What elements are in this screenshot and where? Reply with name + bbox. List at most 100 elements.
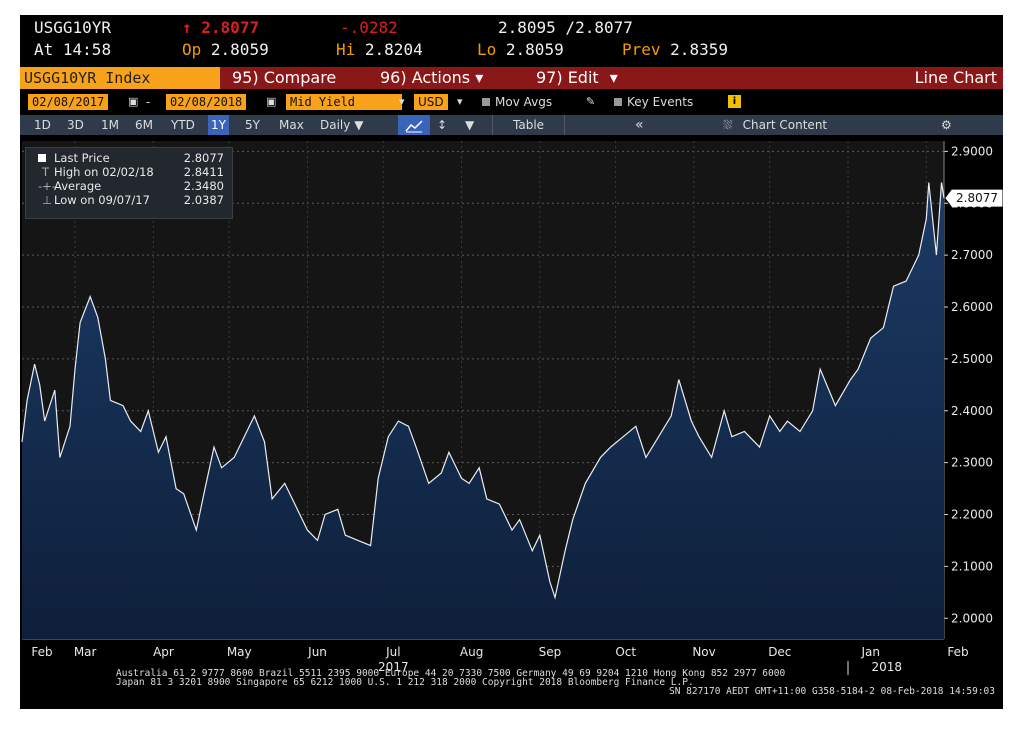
control-bar: 02/08/2017 ▣ - 02/08/2018 ▣ Mid Yield ▾ … [20, 91, 1003, 113]
tab-3d[interactable]: 3D [67, 118, 84, 132]
dropdown-arrow-icon[interactable]: ▾ [399, 95, 405, 108]
edit-label: 97) Edit [536, 68, 599, 87]
x-tick-label: Mar [74, 645, 97, 659]
last-price: ↑ 2.8077 [182, 18, 259, 37]
legend-average: -+- Average 2.3480 [26, 179, 230, 193]
time-label: At [34, 40, 54, 59]
tab-6m[interactable]: 6M [135, 118, 153, 132]
chart-content-button[interactable]: ⛆ Chart Content [720, 115, 830, 135]
collapse-icon[interactable]: « [635, 117, 644, 133]
dropdown-arrow-icon[interactable]: ▼ [465, 118, 475, 132]
prev-row: Prev 2.8359 [622, 40, 728, 59]
x-tick-label: Jan [860, 645, 880, 659]
x-tick-label: Feb [947, 645, 968, 659]
actions-button[interactable]: 96) Actions ▾ [380, 67, 483, 89]
tab-max[interactable]: Max [279, 118, 304, 132]
legend-value: 2.8411 [183, 165, 224, 179]
x-tick-label: Aug [460, 645, 483, 659]
caret-down-icon: ▾ [609, 68, 618, 87]
footer-session: SN 827170 AEDT GMT+11:00 G358-5184-2 08-… [668, 686, 995, 697]
y-tick-label: 2.1000 [951, 559, 993, 573]
x-tick-label: May [227, 645, 252, 659]
end-date-field[interactable]: 02/08/2018 [166, 94, 247, 110]
tab-5y[interactable]: 5Y [245, 118, 260, 132]
y-tick-label: 2.4000 [951, 404, 993, 418]
year-label: 2018 [871, 660, 902, 674]
chart-view-label[interactable]: Line Chart [914, 68, 997, 87]
ticker-field[interactable]: USGG10YR Index [20, 67, 220, 89]
start-date-field[interactable]: 02/08/2017 [28, 94, 109, 110]
net-change: -.0282 [340, 18, 398, 37]
legend-key: Average [54, 179, 102, 193]
mov-avgs-label: Mov Avgs [495, 95, 553, 109]
line-chart: 2.0000 2.1000 2.2000 2.3000 2.4000 2.5000 2.60… [20, 135, 1003, 709]
info-icon[interactable]: i [728, 95, 741, 108]
legend-value: 2.0387 [183, 193, 224, 207]
command-bar: USGG10YR Index 95) Compare 96) Actions ▾… [20, 67, 1003, 89]
chart-content-icon: ⛆ [723, 118, 733, 132]
sort-icon[interactable]: ↕ [437, 118, 448, 132]
time-row: At 14:58 [34, 40, 111, 59]
last-price-value: 2.8077 [201, 18, 260, 37]
prev-value: 2.8359 [670, 40, 728, 59]
x-tick-label: Apr [153, 645, 174, 659]
legend-low: ⊥ Low on 09/07/17 2.0387 [26, 193, 230, 207]
line-chart-icon[interactable] [398, 115, 430, 135]
year-label: 2017 [378, 660, 409, 674]
series-line [21, 182, 945, 600]
x-tick-label: Nov [692, 645, 715, 659]
prev-label: Prev [622, 40, 661, 59]
frequency-label: Daily [320, 118, 351, 132]
currency-selector[interactable]: USD [414, 94, 448, 110]
legend-value: 2.3480 [183, 179, 224, 193]
actions-label: 96) Actions [380, 68, 471, 87]
footer-contacts-2: Japan 81 3 3201 8900 Singapore 65 6212 1… [116, 677, 694, 688]
calendar-icon[interactable]: ▣ [128, 95, 139, 108]
high-row: Hi 2.8204 [336, 40, 423, 59]
high-label: Hi [336, 40, 356, 59]
tab-1y[interactable]: 1Y [208, 115, 229, 135]
mov-avgs-toggle[interactable]: Mov Avgs [482, 94, 552, 110]
table-button[interactable]: Table [492, 115, 566, 135]
chart-legend: Last Price 2.8077 T High on 02/02/18 2.8… [25, 147, 233, 219]
x-tick-label: Jul [385, 645, 400, 659]
x-tick-label: Sep [539, 645, 562, 659]
footer-contacts-1: Australia 61 2 9777 8600 Brazil 5511 239… [116, 668, 786, 679]
average-marker-icon: -+- [38, 179, 56, 193]
pencil-icon[interactable]: ✎ [586, 95, 596, 108]
legend-high: T High on 02/02/18 2.8411 [26, 165, 230, 179]
last-value-label: 2.8077 [956, 191, 998, 205]
legend-key: Last Price [54, 151, 110, 165]
dropdown-arrow-icon: ▼ [354, 118, 364, 132]
tab-1m[interactable]: 1M [101, 118, 119, 132]
legend-key: Low on 09/07/17 [54, 193, 150, 207]
compare-button[interactable]: 95) Compare [232, 68, 337, 87]
tab-ytd[interactable]: YTD [171, 118, 195, 132]
calendar-icon[interactable]: ▣ [266, 95, 277, 108]
x-tick-label: Oct [615, 645, 636, 659]
bloomberg-terminal: USGG10YR ↑ 2.8077 -.0282 2.8095 /2.8077 … [20, 15, 1003, 709]
tab-1d[interactable]: 1D [34, 118, 51, 132]
key-events-toggle[interactable]: Key Events [614, 94, 693, 110]
high-value: 2.8204 [364, 40, 423, 59]
y-tick-label: 2.9000 [951, 144, 993, 158]
series-area [22, 182, 944, 639]
key-events-label: Key Events [627, 95, 694, 109]
y-tick-label: 2.7000 [951, 248, 993, 262]
legend-last-price: Last Price 2.8077 [26, 151, 230, 165]
y-tick-label: 2.3000 [951, 456, 993, 470]
y-tick-label: 2.5000 [951, 352, 993, 366]
caret-down-icon: ▾ [475, 68, 484, 87]
checkbox-icon [482, 98, 490, 106]
open-label: Op [182, 40, 202, 59]
bid-ask: 2.8095 /2.8077 [498, 18, 633, 37]
field-selector[interactable]: Mid Yield [286, 94, 402, 110]
chart-content-label: Chart Content [742, 118, 828, 132]
dropdown-arrow-icon[interactable]: ▾ [457, 95, 463, 108]
settings-gear-icon[interactable]: ⚙ [941, 118, 952, 132]
checkbox-icon [614, 98, 622, 106]
high-marker-icon: T [42, 165, 50, 179]
frequency-selector[interactable]: Daily ▼ [317, 115, 366, 135]
x-tick-label: Dec [768, 645, 791, 659]
edit-button[interactable]: 97) Edit ▾ [536, 67, 618, 89]
